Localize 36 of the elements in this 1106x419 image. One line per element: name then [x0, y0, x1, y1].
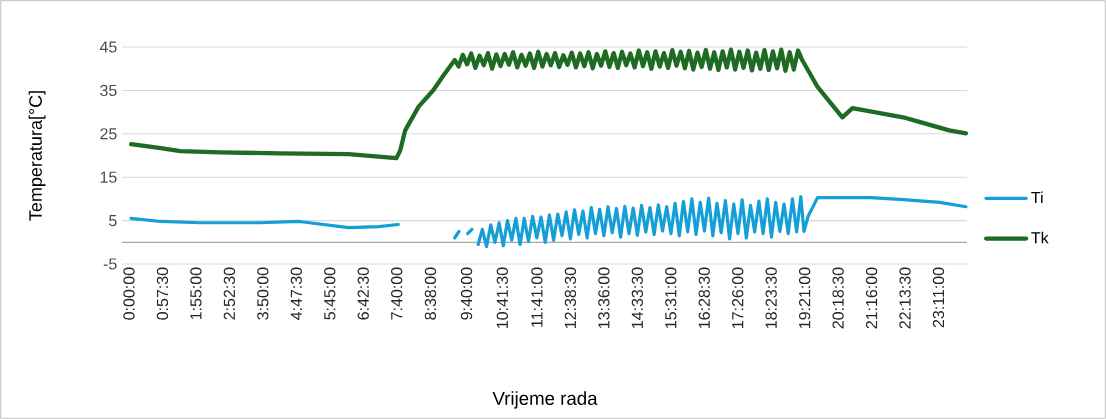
- x-tick-label: 2:52:30: [223, 267, 236, 320]
- x-tick-label: 0:57:30: [156, 267, 169, 320]
- y-tick-label: 5: [109, 215, 117, 227]
- x-tick-label: 14:33:30: [631, 267, 643, 328]
- x-tick-label: 10:41:30: [496, 267, 508, 328]
- legend-label: Tk: [1031, 231, 1049, 244]
- x-tick-label: 8:38:00: [424, 267, 437, 320]
- y-tick-label: 25: [100, 128, 117, 140]
- x-tick-label: 15:31:00: [665, 267, 677, 328]
- x-tick-label: 18:23:30: [765, 267, 777, 328]
- x-tick-label: 13:36:00: [598, 267, 610, 328]
- x-tick-label: 3:50:00: [257, 267, 269, 320]
- y-tick-label: 45: [99, 41, 117, 53]
- x-tick-label: 16:28:30: [698, 267, 710, 328]
- x-tick-label: 5:45:00: [324, 267, 336, 320]
- x-tick-label: 19:21:00: [798, 267, 811, 328]
- x-tick-label: 7:40:00: [391, 267, 403, 320]
- x-tick-label: 11:41:00: [531, 267, 543, 327]
- line-series: [128, 47, 969, 161]
- legend-label: Ti: [1031, 191, 1043, 204]
- y-tick-label: -5: [103, 258, 117, 270]
- x-tick-label: 21:16:00: [865, 267, 878, 329]
- x-tick-label: 0:00:00: [123, 267, 135, 320]
- x-tick-label: 9:40:00: [460, 267, 473, 320]
- y-tick-label: 35: [100, 84, 117, 97]
- x-tick-label: 1:55:00: [190, 267, 202, 320]
- x-tick-label: 4:47:30: [290, 267, 302, 320]
- y-axis-title: Temperatura[°C]: [28, 91, 46, 221]
- x-tick-label: 20:18:30: [832, 267, 844, 329]
- x-axis-title: Vrijeme rada: [492, 391, 598, 409]
- x-tick-label: 17:26:00: [732, 267, 744, 328]
- x-tick-label: 6:42:30: [357, 267, 369, 320]
- x-tick-label: 23:11:00: [932, 267, 945, 328]
- y-tick-label: 15: [100, 171, 117, 183]
- x-tick-label: 12:38:30: [564, 267, 577, 328]
- x-tick-label: 22:13:30: [899, 267, 911, 329]
